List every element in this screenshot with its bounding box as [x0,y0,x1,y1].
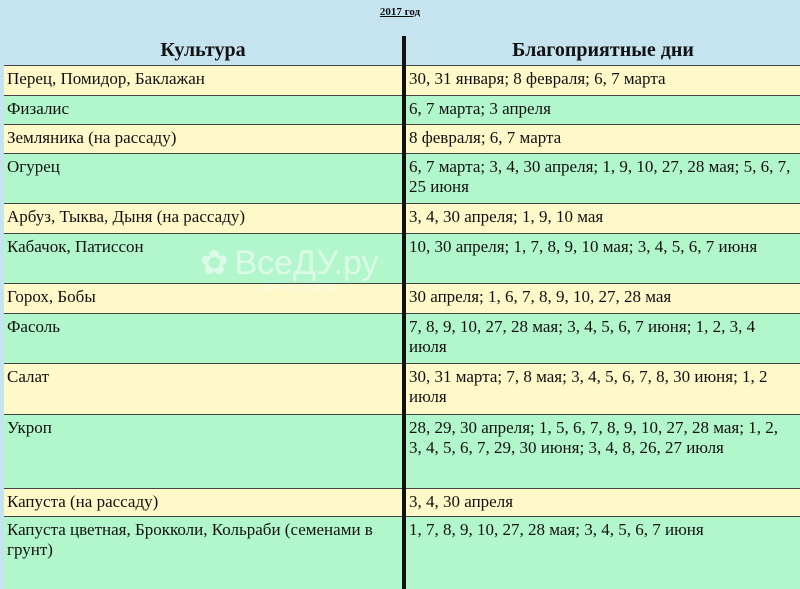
culture-cell: Перец, Помидор, Баклажан [7,69,205,88]
watermark-text: ВсеДУ.ру [234,244,379,282]
days-cell: 10, 30 апреля; 1, 7, 8, 9, 10 мая; 3, 4,… [409,237,758,256]
page-title: 2017 год [379,6,421,18]
days-cell: 1, 7, 8, 9, 10, 27, 28 мая; 3, 4, 5, 6, … [409,520,704,539]
culture-cell: Укроп [7,418,52,437]
watermark-subtext: дача сад огород [260,282,336,293]
days-cell: 30 апреля; 1, 6, 7, 8, 9, 10, 27, 28 мая [409,287,672,306]
column-header-days: Благоприятные дни [512,39,694,61]
days-cell: 3, 4, 30 апреля [409,492,514,511]
culture-cell: Фасоль [7,317,61,336]
days-cell: 28, 29, 30 апреля; 1, 5, 6, 7, 8, 9, 10,… [409,418,778,457]
days-cell: 30, 31 марта; 7, 8 мая; 3, 4, 5, 6, 7, 8… [409,367,768,406]
culture-cell: Огурец [7,157,60,176]
watermark: ✿ ВсеДУ.ру дача сад огород [200,244,379,294]
days-cell: 6, 7 марта; 3, 4, 30 апреля; 1, 9, 10, 2… [409,157,791,196]
culture-cell: Земляника (на рассаду) [7,128,177,147]
culture-cell: Салат [7,367,50,386]
flower-pot-icon: ✿ [200,244,229,282]
days-cell: 7, 8, 9, 10, 27, 28 мая; 3, 4, 5, 6, 7 и… [409,317,756,356]
days-cell: 3, 4, 30 апреля; 1, 9, 10 мая [409,207,604,226]
culture-cell: Капуста (на рассаду) [7,492,159,511]
days-cell: 6, 7 марта; 3 апреля [409,99,551,118]
culture-cell: Капуста цветная, Брокколи, Кольраби (сем… [7,520,373,559]
days-cell: 30, 31 января; 8 февраля; 6, 7 марта [409,69,666,88]
days-cell: 8 февраля; 6, 7 марта [409,128,562,147]
culture-cell: Физалис [7,99,70,118]
column-header-culture: Культура [160,39,246,61]
column-divider [402,36,406,589]
culture-cell: Горох, Бобы [7,287,96,306]
culture-cell: Кабачок, Патиссон [7,237,144,256]
culture-cell: Арбуз, Тыква, Дыня (на рассаду) [7,207,245,226]
